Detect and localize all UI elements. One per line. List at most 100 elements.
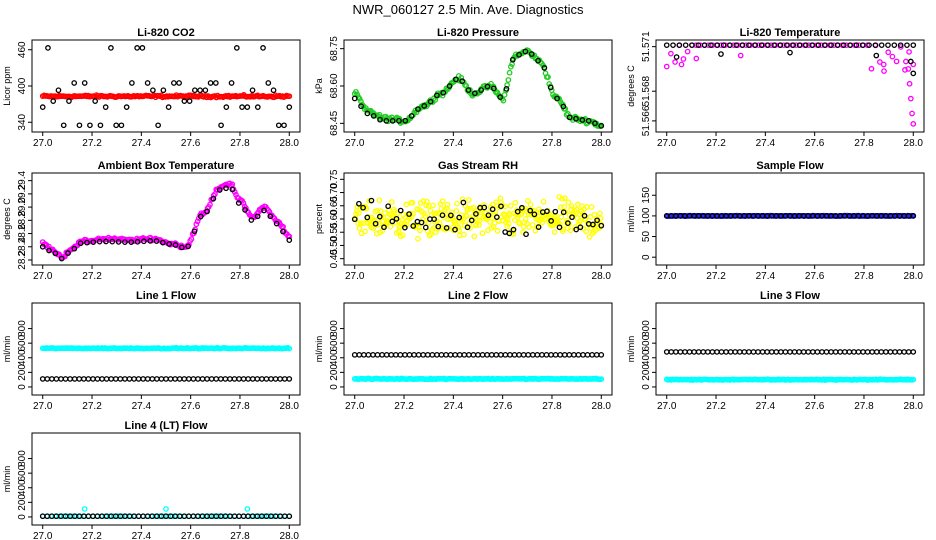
y-tick-label: 50 <box>641 231 652 243</box>
data-point <box>910 376 917 383</box>
data-point <box>479 351 486 358</box>
data-point <box>443 205 450 212</box>
data-point <box>691 349 697 355</box>
data-point <box>473 211 479 217</box>
data-point <box>379 351 385 358</box>
data-point <box>434 92 440 99</box>
x-tick-label: 27.0 <box>657 138 677 149</box>
data-point <box>80 376 87 382</box>
data-point <box>548 351 554 358</box>
data-point <box>573 206 580 213</box>
y-tick-label: 600 <box>17 464 28 481</box>
data-point <box>410 223 417 229</box>
data-point <box>523 231 529 238</box>
data-point <box>389 118 396 124</box>
data-point <box>579 117 586 123</box>
panel-p8: Line 2 Flow 27.0 27.2 27.4 27.6 27.8 28.0 0 2004… <box>314 290 613 412</box>
data-point <box>561 204 568 210</box>
points-layer <box>663 42 917 127</box>
data-point <box>438 351 445 358</box>
data-point <box>447 351 454 358</box>
data-point <box>55 87 62 94</box>
data-point <box>351 95 358 102</box>
data-point <box>464 224 471 231</box>
x-tick-label: 27.6 <box>805 138 825 149</box>
data-point <box>71 376 78 382</box>
data-point <box>141 238 147 245</box>
plot-frame <box>31 39 301 133</box>
data-point <box>727 349 734 355</box>
data-point <box>452 217 458 224</box>
data-point <box>587 214 594 220</box>
data-point <box>366 197 372 204</box>
data-point <box>910 42 917 49</box>
y-tick-label: 460 <box>17 41 28 58</box>
data-point <box>402 351 408 358</box>
data-point <box>560 209 567 216</box>
data-point <box>506 230 513 237</box>
data-point <box>236 376 242 382</box>
data-point <box>488 351 495 358</box>
y-tick-label: 51.566 <box>641 105 652 136</box>
data-point <box>456 351 463 358</box>
data-point <box>370 351 376 358</box>
data-point <box>377 116 383 123</box>
data-point <box>286 104 293 111</box>
data-point <box>680 56 687 62</box>
data-point <box>228 80 235 86</box>
data-point <box>741 349 748 355</box>
data-point <box>50 98 57 104</box>
data-point <box>906 49 912 55</box>
data-point <box>693 55 700 62</box>
y-tick-label: 400 <box>17 479 28 496</box>
y-tick-label: 29.2 <box>17 184 28 204</box>
x-tick-label: 27.2 <box>706 401 726 412</box>
x-tick-label: 27.8 <box>854 271 874 282</box>
x-tick-label: 27.6 <box>493 138 513 149</box>
data-point <box>389 218 396 225</box>
y-tick-label: 400 <box>641 349 652 366</box>
data-point <box>598 376 605 382</box>
data-point <box>471 90 478 97</box>
data-point <box>668 349 675 355</box>
data-point <box>736 349 743 355</box>
data-point <box>370 112 377 119</box>
data-point <box>896 349 903 355</box>
points-layer <box>351 194 605 242</box>
data-point <box>358 103 364 110</box>
data-point <box>286 345 293 352</box>
data-point <box>566 114 573 121</box>
panel-p1: Li-820 CO2 27.0 27.2 27.4 27.6 27.8 28.0 340 400… <box>2 27 301 149</box>
data-point <box>778 349 784 355</box>
x-tick-label: 27.2 <box>82 531 102 540</box>
data-point <box>447 212 454 219</box>
data-point <box>163 506 169 512</box>
data-point <box>897 42 904 49</box>
data-point <box>864 349 871 355</box>
data-point <box>881 68 887 74</box>
data-point <box>476 217 483 224</box>
data-point <box>452 351 459 358</box>
data-point <box>557 204 564 211</box>
data-point <box>166 241 173 247</box>
data-point <box>873 349 880 355</box>
data-point <box>96 238 103 245</box>
data-point <box>439 212 446 219</box>
data-point <box>821 42 828 49</box>
data-point <box>371 217 378 224</box>
data-point <box>392 351 399 358</box>
y-tick-label: 800 <box>17 450 28 467</box>
data-point <box>569 214 575 221</box>
y-axis-label: Licor ppm <box>2 66 12 106</box>
x-tick-label: 27.4 <box>756 138 776 149</box>
y-tick-label: 68.60 <box>329 73 340 98</box>
data-point <box>732 349 739 355</box>
x-tick-label: 27.2 <box>706 138 726 149</box>
data-point <box>718 51 724 57</box>
x-tick-label: 27.6 <box>181 138 201 149</box>
data-point <box>684 48 691 55</box>
data-point <box>81 506 88 512</box>
y-tick-label: 51.571 <box>641 31 652 62</box>
data-point <box>809 349 816 355</box>
data-point <box>39 376 46 382</box>
